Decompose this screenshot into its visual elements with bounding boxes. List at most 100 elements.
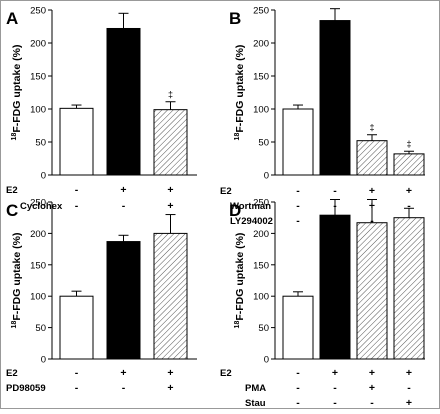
treatment-mark: - (296, 215, 300, 227)
treatment-mark: - (296, 397, 300, 409)
panel-d: D 18F-FDG uptake (%) 0 50 100 150 200 250 - - - + - -… (220, 198, 425, 409)
treatment-label-wortman: Wortman (230, 201, 271, 212)
treatment-mark: - (122, 382, 126, 394)
y-axis-title: 18F-FDG uptake (%) (234, 233, 246, 329)
y-axis-title-isotope: 18 (234, 321, 241, 329)
y-tick-label: 50 (258, 323, 269, 334)
bar-e2 (106, 27, 141, 176)
bar-e2 (319, 20, 351, 176)
y-axis-title: 18F-FDG uptake (%) (11, 45, 23, 141)
bar-e2 (319, 214, 351, 360)
panel-letter: C (6, 201, 18, 220)
bar-control (282, 108, 314, 176)
treatment-mark: - (122, 200, 126, 212)
y-tick-label: 150 (30, 260, 46, 271)
y-tick-label: 200 (253, 39, 269, 50)
treatment-mark: - (296, 185, 300, 197)
y-tick-label: 50 (35, 138, 46, 149)
treatment-label-e2: E2 (220, 368, 232, 379)
panel-letter: A (6, 9, 18, 28)
y-axis-title-isotope: 18 (234, 133, 241, 141)
treatment-mark: - (296, 200, 300, 212)
y-axis-title-text: F-FDG uptake (%) (11, 233, 23, 321)
bar-control (282, 295, 314, 360)
treatment-mark: - (75, 184, 79, 196)
treatment-mark: - (75, 367, 79, 379)
y-axis-title-text: F-FDG uptake (%) (11, 45, 23, 133)
y-tick-label: 0 (41, 171, 46, 182)
treatment-label-stau: Stau (245, 398, 266, 409)
bar-e2 (106, 241, 141, 360)
treatment-mark: - (333, 185, 337, 197)
treatment-label-cyclohex: Cyclohex (20, 201, 63, 212)
treatment-mark: - (333, 397, 337, 409)
treatment-mark: + (167, 200, 173, 212)
y-tick-label: 200 (30, 39, 46, 50)
bar-e2-wortman (356, 140, 388, 176)
treatment-mark: + (406, 185, 412, 197)
y-axis-title-text: F-FDG uptake (%) (234, 45, 246, 133)
treatment-mark: + (369, 185, 375, 197)
treatment-mark: + (332, 367, 338, 379)
y-tick-label: 100 (30, 292, 46, 303)
treatment-mark: - (296, 367, 300, 379)
treatment-mark: - (370, 397, 374, 409)
y-tick-label: 250 (30, 6, 46, 17)
treatment-mark: + (369, 367, 375, 379)
y-axis-title-text: F-FDG uptake (%) (234, 233, 246, 321)
bar-e2-stau (393, 217, 425, 360)
panel-c: C 18F-FDG uptake (%) 0 50 100 150 200 250 - - + - + +… (6, 198, 197, 394)
treatment-mark: + (167, 367, 173, 379)
y-axis-title: 18F-FDG uptake (%) (234, 45, 246, 141)
y-axis-title-isotope: 18 (11, 321, 18, 329)
y-tick-label: 0 (264, 355, 269, 366)
bar-control (59, 107, 94, 176)
y-axis-title-isotope: 18 (11, 133, 18, 141)
treatment-mark: + (167, 382, 173, 394)
bar-control (59, 295, 94, 360)
panel-a: A 18F-FDG uptake (%) 0 50 100 150 200 250 - - + - ‡ +… (6, 6, 197, 212)
treatment-label-e2: E2 (6, 185, 18, 196)
significance-marker: ‡ (168, 90, 173, 100)
bar-e2-pma (356, 222, 388, 360)
y-tick-label: 0 (264, 171, 269, 182)
treatment-label-e2: E2 (220, 186, 232, 197)
panel-letter: B (229, 9, 241, 28)
bar-e2-pd98059 (153, 232, 188, 360)
treatment-mark: + (369, 382, 375, 394)
significance-marker: ‡ (406, 139, 411, 149)
treatment-mark: - (333, 382, 337, 394)
treatment-label-ly294002: LY294002 (230, 216, 273, 227)
y-tick-label: 100 (253, 292, 269, 303)
y-tick-label: 150 (253, 72, 269, 83)
treatment-mark: - (407, 200, 411, 212)
treatment-mark: + (167, 184, 173, 196)
y-tick-label: 150 (253, 260, 269, 271)
treatment-mark: + (406, 367, 412, 379)
y-tick-label: 200 (30, 229, 46, 240)
y-tick-label: 250 (253, 6, 269, 17)
treatment-mark: - (75, 200, 79, 212)
panel-letter: D (229, 201, 241, 220)
treatment-mark: - (296, 382, 300, 394)
y-tick-label: 250 (30, 198, 46, 209)
y-tick-label: 150 (30, 72, 46, 83)
y-tick-label: 50 (35, 323, 46, 334)
bar-e2-cyclohex (153, 109, 188, 176)
treatment-label-pd98059: PD98059 (6, 383, 46, 394)
treatment-mark: + (406, 397, 412, 409)
treatment-label-e2: E2 (6, 368, 18, 379)
y-tick-label: 200 (253, 229, 269, 240)
y-tick-label: 0 (41, 355, 46, 366)
bar-e2-ly294002 (393, 153, 425, 176)
y-tick-label: 100 (253, 105, 269, 116)
treatment-label-pma: PMA (245, 383, 266, 394)
treatment-mark: - (407, 382, 411, 394)
treatment-mark: - (75, 382, 79, 394)
y-tick-label: 50 (258, 138, 269, 149)
y-axis-title: 18F-FDG uptake (%) (11, 233, 23, 329)
